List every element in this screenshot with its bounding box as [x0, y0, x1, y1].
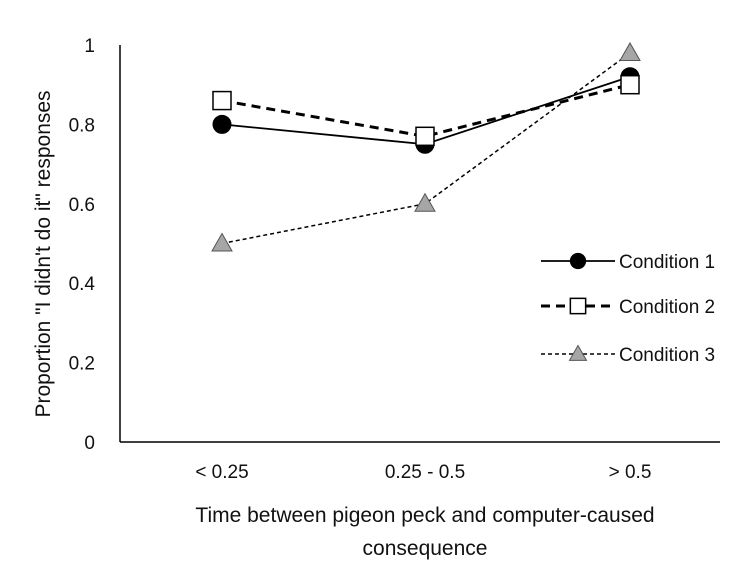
x-axis-title-line-1: Time between pigeon peck and computer-ca…: [195, 504, 654, 527]
series-3-point: [414, 192, 436, 212]
x-axis-title-line-2: consequence: [363, 537, 488, 560]
y-tick-labels: 0 0.2 0.4 0.6 0.8 1: [69, 36, 96, 454]
y-tick-label: 0.2: [69, 354, 95, 375]
x-tick-label: 0.25 - 0.5: [385, 462, 465, 483]
series-3-point: [211, 232, 233, 252]
series-markers: [211, 41, 641, 252]
series-line-2: [221, 83, 631, 138]
legend-label-3: Condition 3: [619, 345, 715, 366]
axes: [119, 45, 720, 443]
y-tick-label: 0: [84, 433, 95, 454]
series-1-point: [212, 114, 232, 134]
x-tick-labels: < 0.25 0.25 - 0.5 > 0.5: [195, 462, 651, 483]
series-3-point: [619, 41, 641, 61]
series-2-point: [620, 74, 640, 95]
x-tick-label: > 0.5: [609, 462, 652, 483]
legend: Condition 1 Condition 2 Condition 3: [541, 252, 715, 366]
legend-marker-1: [569, 252, 587, 270]
series-2-point: [415, 126, 435, 147]
y-tick-label: 0.4: [69, 274, 96, 295]
y-tick-label: 0.6: [69, 195, 95, 216]
series-2-point: [212, 90, 232, 111]
legend-label-2: Condition 2: [619, 297, 715, 318]
legend-label-1: Condition 1: [619, 252, 715, 273]
legend-marker-2: [569, 297, 587, 315]
x-tick-label: < 0.25: [195, 462, 248, 483]
y-tick-label: 0.8: [69, 115, 95, 136]
y-axis-title: Proportion "I didn't do it" responses: [32, 90, 55, 417]
y-tick-label: 1: [84, 36, 95, 57]
legend-marker-3: [568, 344, 588, 361]
